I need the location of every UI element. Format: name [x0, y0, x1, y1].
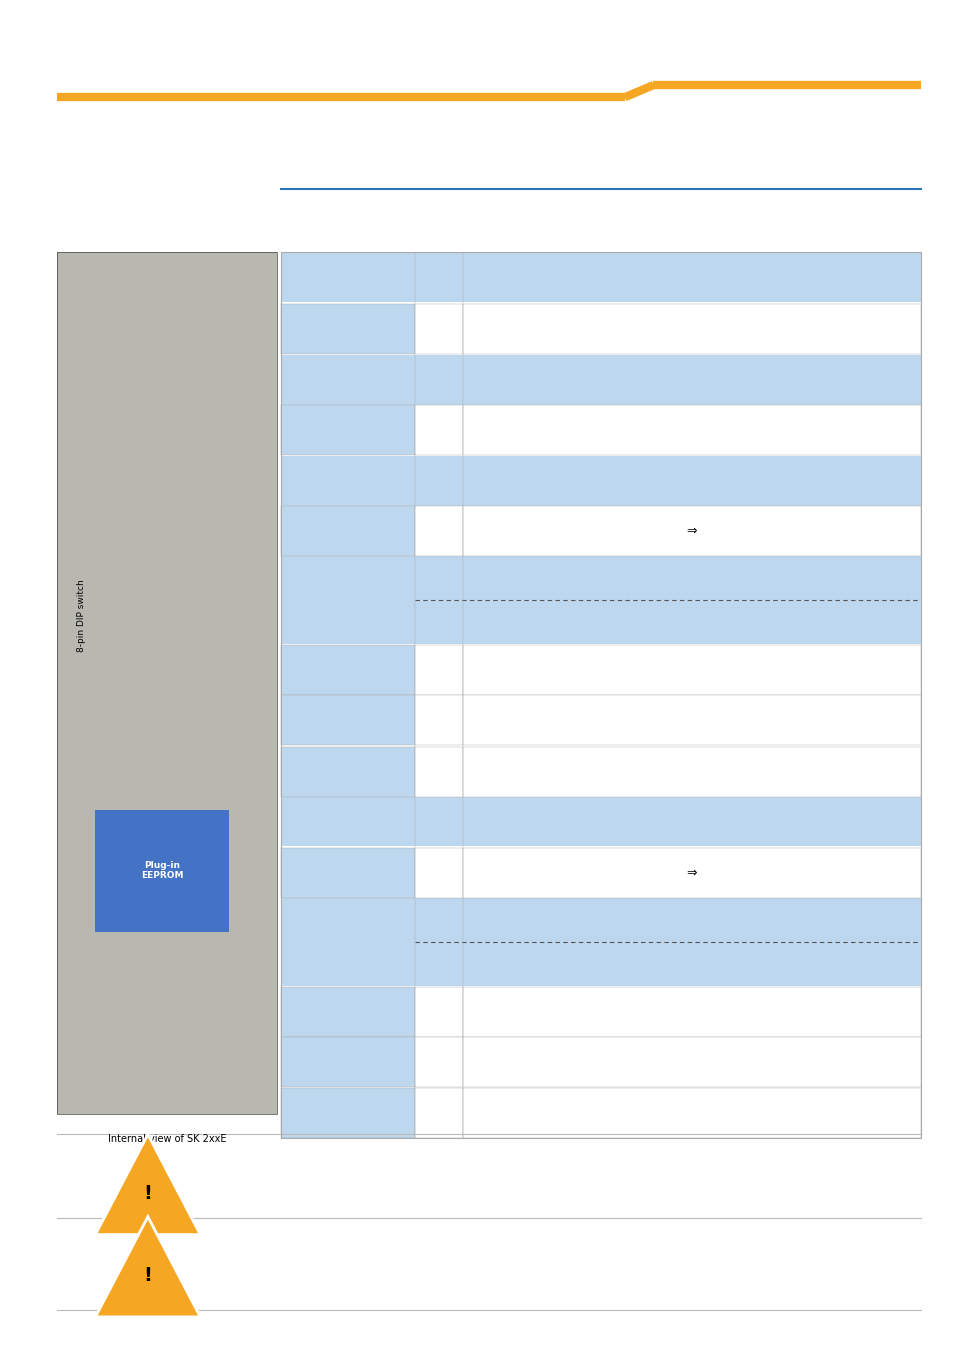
Bar	[462, 1037, 920, 1087]
Text: !: !	[143, 1266, 152, 1285]
Bar	[281, 252, 920, 302]
Bar	[281, 304, 415, 354]
Text: Plug-in
EEPROM: Plug-in EEPROM	[141, 861, 183, 880]
Bar	[462, 405, 920, 455]
Bar	[415, 848, 462, 898]
Bar	[281, 405, 920, 455]
Text: !: !	[143, 1184, 152, 1203]
Bar	[415, 1088, 462, 1138]
Bar	[281, 1088, 920, 1138]
Bar	[281, 506, 415, 556]
Bar	[281, 796, 920, 846]
Bar	[415, 405, 462, 455]
Bar	[462, 987, 920, 1037]
Bar	[281, 1037, 920, 1087]
Bar	[462, 695, 920, 745]
Bar	[281, 848, 920, 898]
Bar	[281, 556, 920, 644]
Bar	[462, 1088, 920, 1138]
Bar	[415, 506, 462, 556]
Bar	[462, 506, 920, 556]
Bar	[415, 1037, 462, 1087]
Bar	[57, 252, 276, 1114]
Polygon shape	[95, 1216, 200, 1318]
Bar	[281, 747, 415, 796]
Bar	[462, 645, 920, 695]
Text: 8-pin DIP switch: 8-pin DIP switch	[76, 579, 86, 652]
Bar	[281, 506, 920, 556]
Bar	[281, 695, 415, 745]
Bar	[462, 304, 920, 354]
Text: ⇒: ⇒	[685, 867, 697, 879]
Bar	[281, 848, 415, 898]
Bar	[281, 747, 920, 796]
Bar	[57, 252, 276, 1114]
Bar	[281, 645, 920, 695]
Bar	[281, 645, 415, 695]
Bar	[281, 355, 920, 405]
Bar	[415, 304, 462, 354]
Bar	[281, 695, 920, 745]
Bar	[462, 747, 920, 796]
Bar	[462, 848, 920, 898]
Text: ⇒: ⇒	[685, 525, 697, 537]
Bar	[281, 1088, 415, 1138]
Bar	[281, 987, 415, 1037]
Text: Internal view of SK 2xxE: Internal view of SK 2xxE	[108, 1134, 226, 1143]
Bar	[281, 405, 415, 455]
Bar	[281, 987, 920, 1037]
Bar	[281, 252, 920, 1138]
Bar	[415, 645, 462, 695]
Bar	[281, 304, 920, 354]
Bar	[281, 898, 920, 985]
Bar	[415, 747, 462, 796]
FancyBboxPatch shape	[95, 810, 229, 932]
Bar	[415, 695, 462, 745]
Bar	[281, 456, 920, 506]
Polygon shape	[95, 1134, 200, 1234]
Bar	[415, 987, 462, 1037]
Bar	[281, 1037, 415, 1087]
